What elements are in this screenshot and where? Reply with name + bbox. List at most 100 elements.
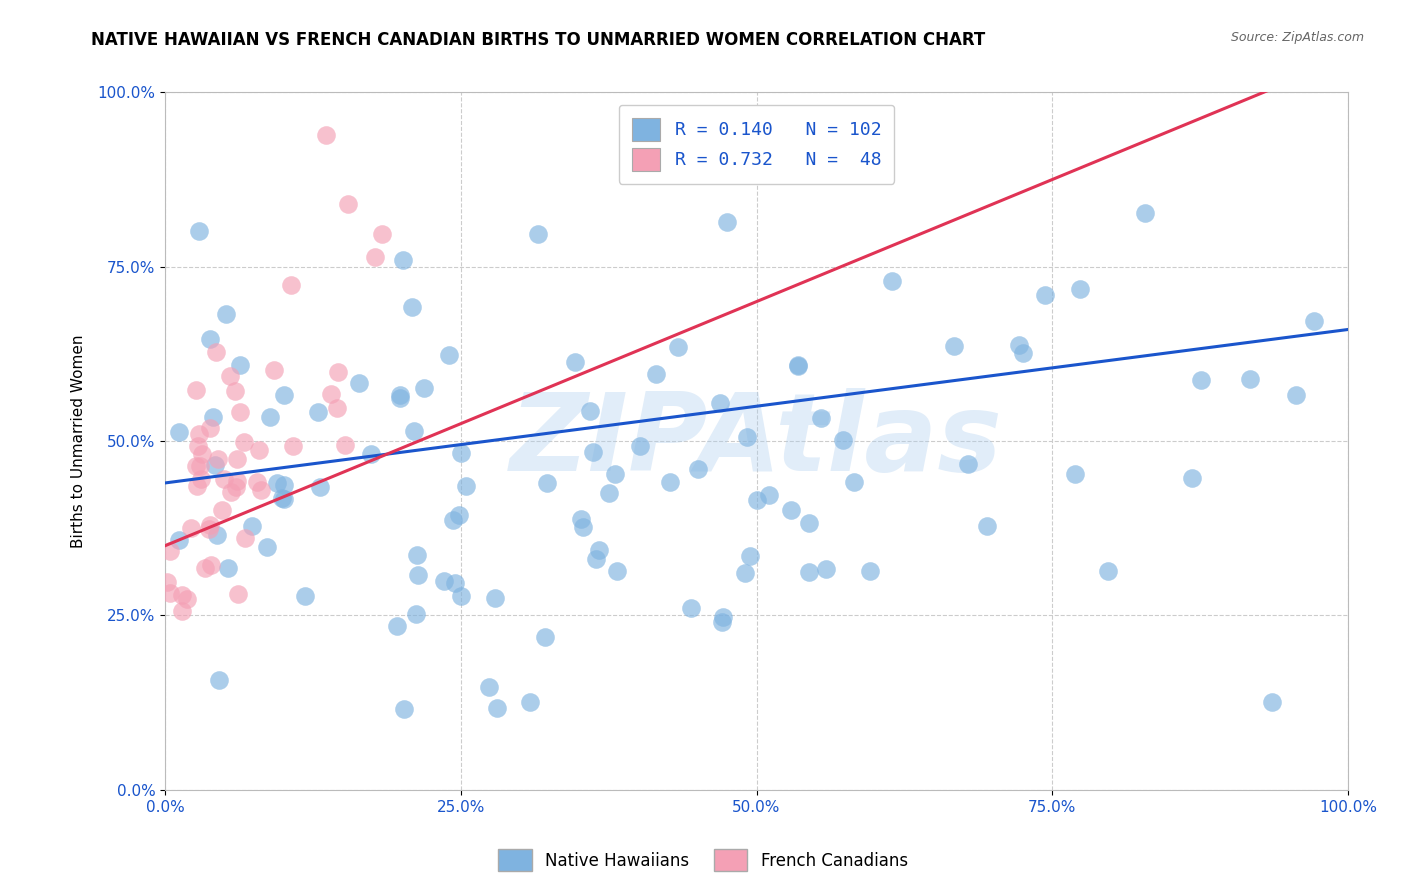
Point: [585, 551, 607, 566]
Point: [266, 476, 288, 491]
Point: [485, 700, 508, 714]
Point: [534, 630, 557, 644]
Point: [392, 702, 415, 716]
Point: [229, 405, 252, 419]
Point: [204, 458, 226, 473]
Point: [319, 387, 342, 401]
Point: [184, 459, 207, 474]
Point: [1008, 337, 1031, 351]
Point: [519, 695, 541, 709]
Point: [405, 548, 427, 562]
Point: [404, 424, 426, 438]
Point: [191, 447, 214, 461]
Point: [200, 558, 222, 572]
Point: [169, 533, 191, 548]
Point: [207, 452, 229, 467]
Point: [735, 430, 758, 444]
Point: [628, 439, 651, 453]
Point: [779, 503, 801, 517]
Point: [401, 300, 423, 314]
Point: [569, 512, 592, 526]
Point: [859, 565, 882, 579]
Point: [188, 224, 211, 238]
Point: [606, 564, 628, 578]
Point: [710, 615, 733, 630]
Point: [229, 358, 252, 372]
Point: [588, 543, 610, 558]
Point: [1097, 564, 1119, 578]
Point: [360, 447, 382, 461]
Point: [709, 396, 731, 410]
Point: [842, 475, 865, 490]
Point: [1133, 206, 1156, 220]
Point: [315, 128, 337, 143]
Point: [536, 476, 558, 491]
Point: [738, 549, 761, 564]
Point: [309, 480, 332, 494]
Point: [787, 358, 810, 372]
Point: [880, 274, 903, 288]
Point: [957, 457, 980, 471]
Point: [247, 443, 270, 458]
Point: [810, 410, 832, 425]
Point: [294, 589, 316, 603]
Point: [187, 426, 209, 441]
Point: [1303, 314, 1326, 328]
Point: [564, 355, 586, 369]
Point: [240, 519, 263, 533]
Point: [224, 384, 246, 398]
Point: [1035, 288, 1057, 302]
Point: [180, 521, 202, 535]
Point: [450, 589, 472, 603]
Point: [197, 522, 219, 536]
Point: [214, 472, 236, 486]
Point: [186, 479, 208, 493]
Point: [159, 585, 181, 599]
Point: [527, 227, 550, 241]
Point: [443, 575, 465, 590]
Point: [814, 562, 837, 576]
Legend: R = 0.140   N = 102, R = 0.732   N =  48: R = 0.140 N = 102, R = 0.732 N = 48: [619, 105, 894, 184]
Point: [605, 467, 627, 482]
Point: [786, 359, 808, 374]
Point: [645, 368, 668, 382]
Point: [1189, 373, 1212, 387]
Point: [831, 434, 853, 448]
Point: [263, 362, 285, 376]
Point: [246, 475, 269, 490]
Point: [217, 561, 239, 575]
Point: [176, 591, 198, 606]
Point: [449, 508, 471, 522]
Point: [259, 409, 281, 424]
Point: [364, 250, 387, 264]
Point: [711, 610, 734, 624]
Point: [226, 452, 249, 467]
Point: [679, 600, 702, 615]
Point: [666, 340, 689, 354]
Point: [405, 607, 427, 621]
Point: [190, 472, 212, 486]
Point: [200, 333, 222, 347]
Point: [156, 574, 179, 589]
Point: [1012, 346, 1035, 360]
Y-axis label: Births to Unmarried Women: Births to Unmarried Women: [72, 334, 86, 548]
Point: [326, 401, 349, 415]
Point: [484, 591, 506, 605]
Point: [308, 405, 330, 419]
Point: [716, 214, 738, 228]
Point: [1239, 372, 1261, 386]
Point: [194, 561, 217, 575]
Point: [392, 253, 415, 268]
Point: [441, 513, 464, 527]
Point: [219, 485, 242, 500]
Point: [437, 348, 460, 362]
Point: [371, 227, 394, 241]
Point: [202, 410, 225, 425]
Point: [270, 491, 292, 505]
Point: [337, 196, 360, 211]
Point: [281, 439, 304, 453]
Point: [170, 604, 193, 618]
Point: [184, 383, 207, 397]
Point: [198, 517, 221, 532]
Point: [406, 567, 429, 582]
